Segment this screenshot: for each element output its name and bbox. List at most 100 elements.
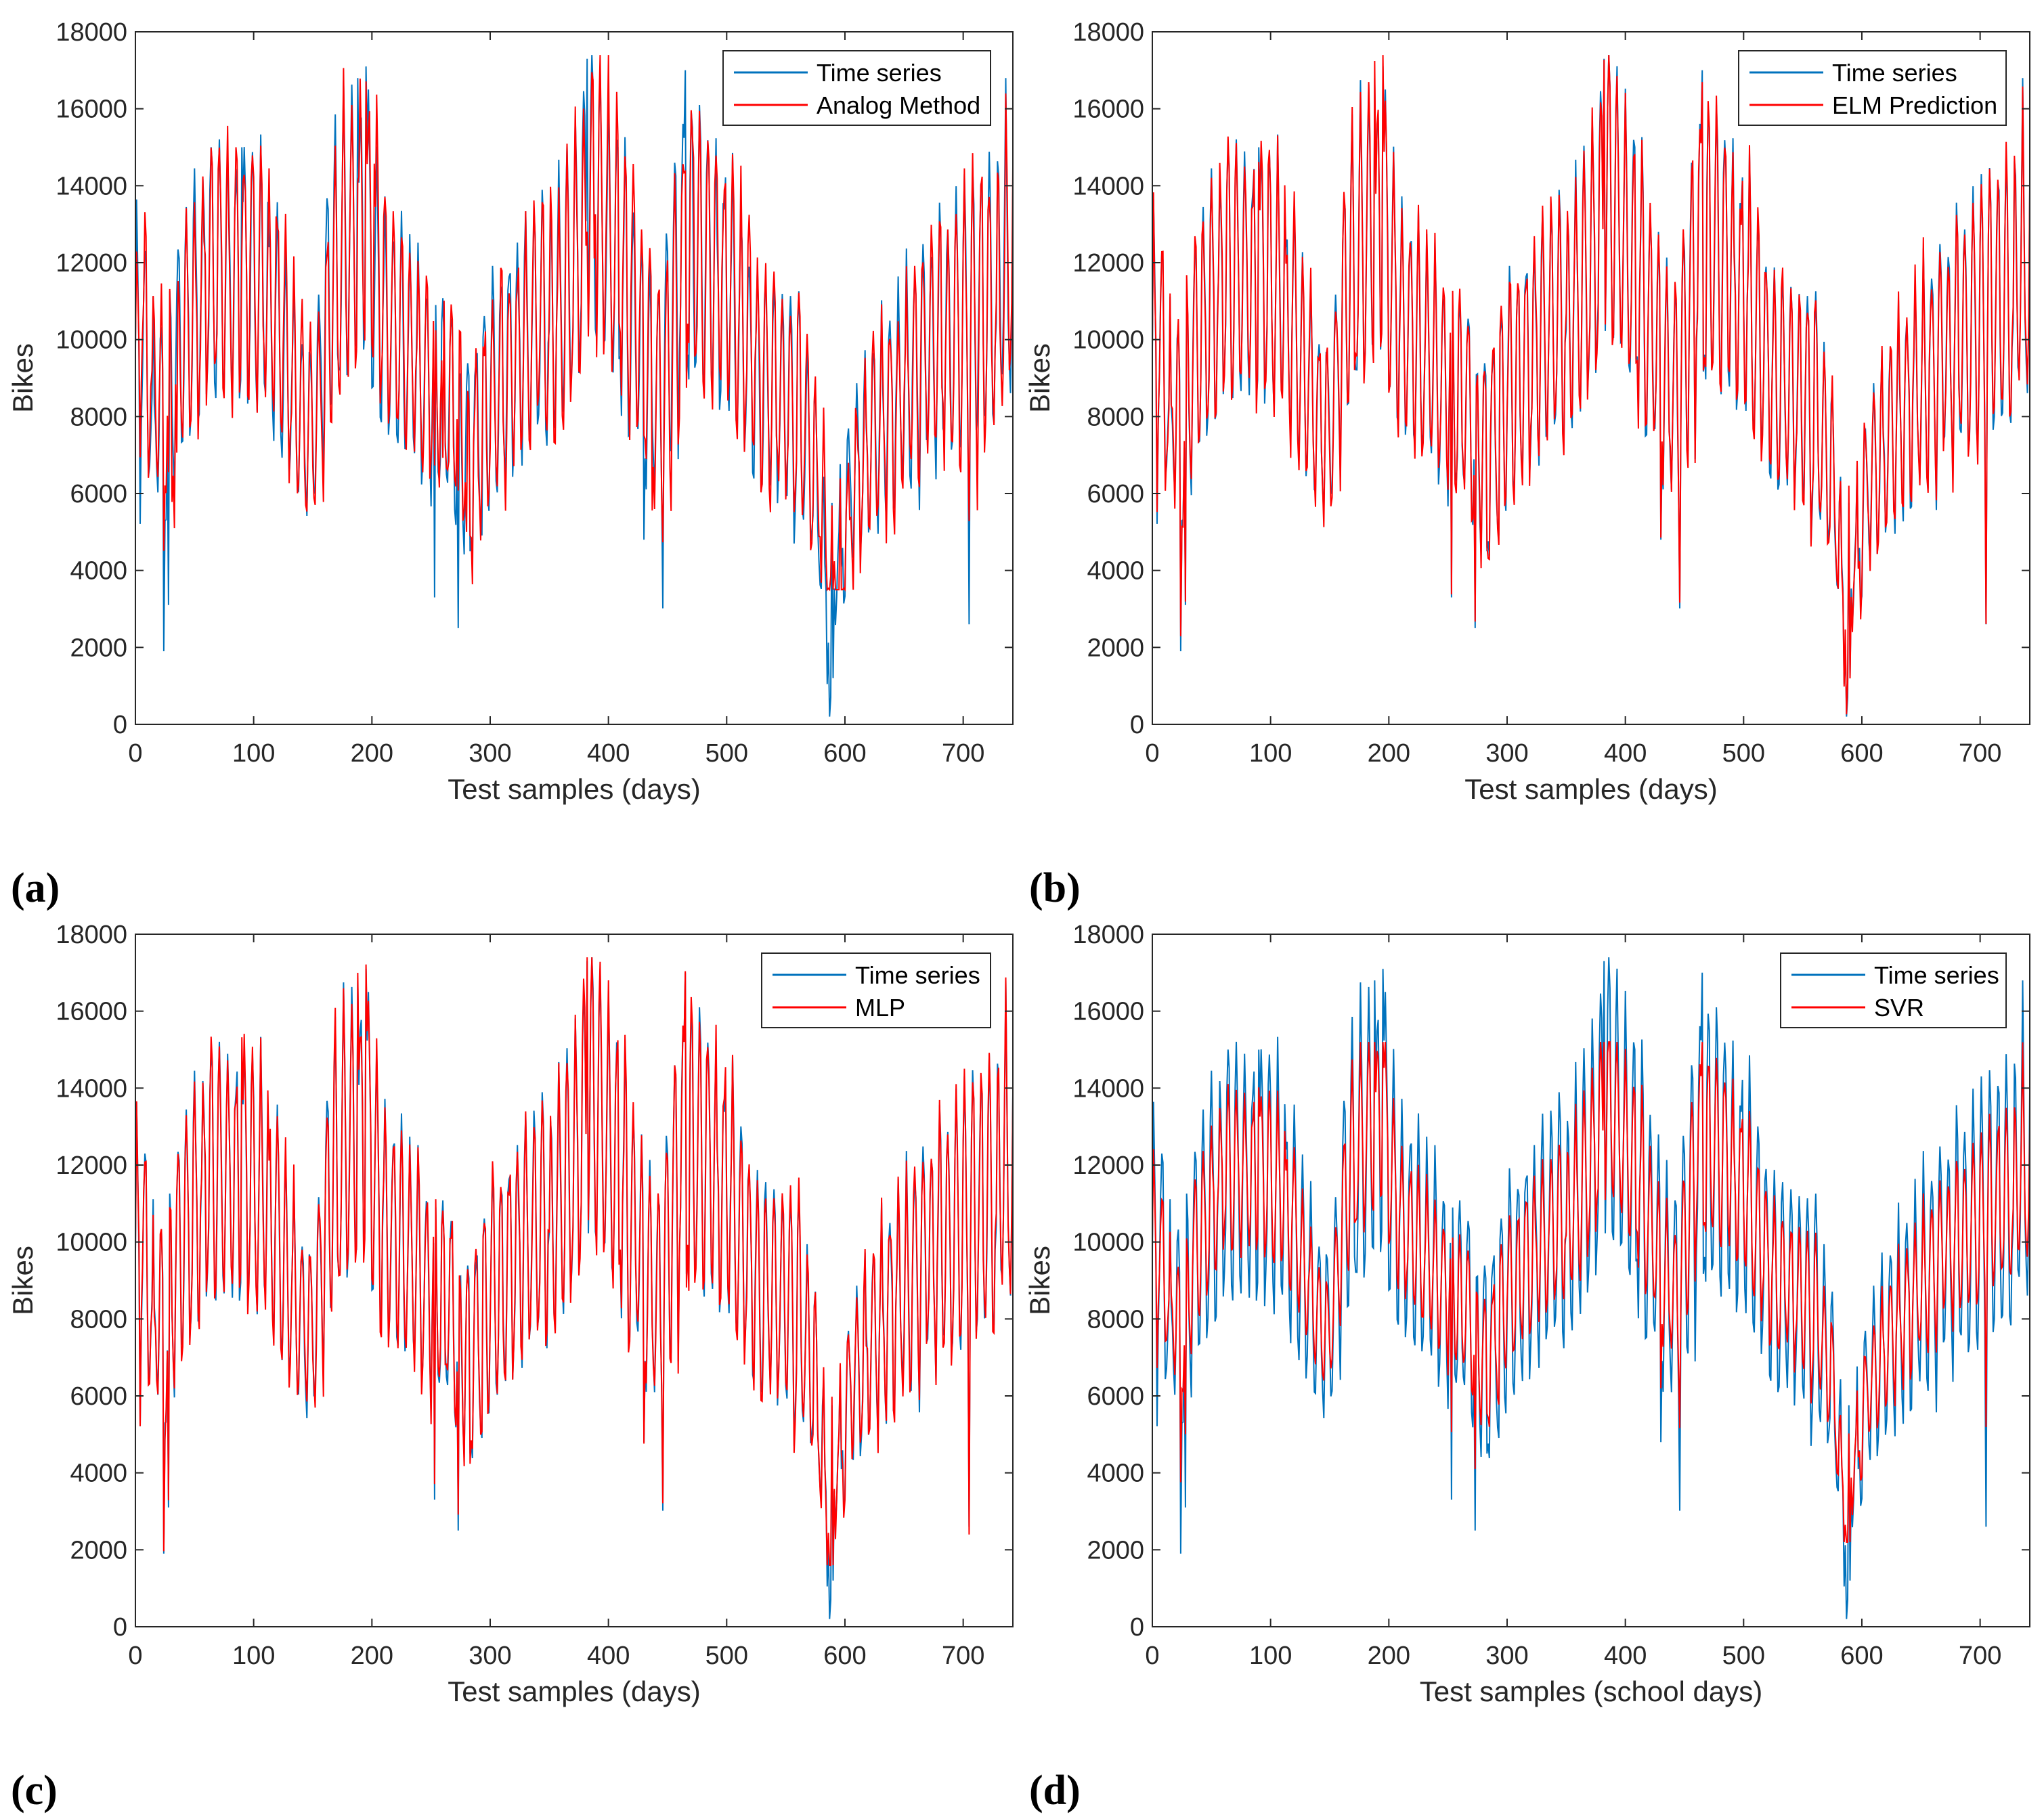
y-tick-label: 8000: [70, 403, 127, 431]
y-tick-label: 0: [1130, 711, 1144, 739]
legend-label: Time series: [1832, 59, 1957, 87]
y-tick-label: 10000: [56, 1229, 127, 1257]
axes-box: [135, 31, 1014, 725]
legend-box: [761, 952, 991, 1028]
y-tick-label: 12000: [56, 1152, 127, 1180]
x-tick-label: 300: [1485, 739, 1528, 768]
chart-panel: 0 100 200 300 400 500 600 700 0 2000 4000 6000 8000 1…: [7, 18, 1014, 911]
y-tick-label: 8000: [1087, 403, 1144, 431]
x-tick-label: 500: [1722, 739, 1765, 768]
x-tick-label: 600: [823, 1642, 866, 1670]
y-tick-label: 0: [113, 711, 127, 739]
x-axis-label: Test samples (days): [448, 1675, 700, 1707]
y-tick-label: 18000: [56, 921, 127, 949]
y-axis-label: Bikes: [1024, 343, 1056, 413]
y-tick-label: 0: [1130, 1613, 1144, 1642]
y-tick-label: 4000: [1087, 1460, 1144, 1488]
series-prediction-line: [135, 55, 1013, 592]
legend-box: [722, 50, 991, 126]
x-tick-label: 500: [1722, 1642, 1765, 1670]
y-tick-label: 16000: [56, 95, 127, 124]
x-tick-label: 700: [942, 739, 984, 768]
y-tick-label: 6000: [1087, 480, 1144, 508]
x-tick-label: 200: [351, 739, 393, 768]
x-tick-label: 0: [1145, 739, 1159, 768]
x-tick-label: 300: [1485, 1642, 1528, 1670]
panel-label: (b): [1029, 865, 1081, 911]
y-tick-label: 4000: [70, 1460, 127, 1488]
legend-label: ELM Prediction: [1832, 91, 1997, 119]
axes-box: [1152, 31, 2030, 725]
x-tick-label: 300: [469, 1642, 511, 1670]
panel-label: (c): [11, 1768, 58, 1814]
x-tick-label: 100: [1249, 739, 1292, 768]
legend-label: Time series: [817, 59, 942, 87]
x-tick-label: 400: [587, 1642, 630, 1670]
legend-label: Time series: [855, 961, 980, 989]
legend-label: MLP: [855, 994, 905, 1022]
x-tick-label: 200: [351, 1642, 393, 1670]
y-tick-label: 6000: [70, 480, 127, 508]
y-tick-label: 18000: [56, 18, 127, 47]
x-tick-label: 600: [1840, 1642, 1883, 1670]
x-tick-label: 500: [705, 739, 748, 768]
y-tick-label: 2000: [70, 1536, 127, 1564]
x-tick-label: 200: [1368, 739, 1410, 768]
x-tick-label: 500: [705, 1642, 748, 1670]
chart-panel: 0 100 200 300 400 500 600 700 0 2000 4000 6000 8000 1…: [7, 921, 1014, 1814]
series-prediction-line: [135, 957, 1013, 1566]
y-tick-label: 14000: [1072, 172, 1144, 200]
y-axis-label: Bikes: [7, 343, 39, 413]
y-tick-label: 4000: [70, 557, 127, 586]
y-tick-label: 16000: [56, 998, 127, 1026]
axes-box: [135, 934, 1014, 1627]
y-axis-label: Bikes: [7, 1246, 39, 1315]
y-tick-label: 8000: [70, 1305, 127, 1334]
x-tick-label: 600: [1840, 739, 1883, 768]
plot-area: [1152, 934, 2030, 1627]
y-axis-label: Bikes: [1024, 1246, 1056, 1315]
x-tick-label: 300: [469, 739, 511, 768]
y-tick-label: 2000: [1087, 634, 1144, 662]
x-tick-label: 100: [232, 739, 275, 768]
y-tick-label: 8000: [1087, 1305, 1144, 1334]
y-tick-label: 12000: [1072, 1152, 1144, 1180]
x-tick-label: 700: [942, 1642, 984, 1670]
y-tick-label: 14000: [56, 1074, 127, 1103]
y-tick-label: 18000: [1072, 921, 1144, 949]
x-tick-label: 0: [128, 1642, 142, 1670]
plot-area: [135, 934, 1013, 1627]
y-tick-label: 14000: [56, 172, 127, 200]
series-prediction-line: [1152, 55, 2030, 715]
x-tick-label: 400: [1604, 739, 1647, 768]
legend-label: Time series: [1874, 961, 1999, 989]
y-tick-label: 2000: [1087, 1536, 1144, 1564]
y-tick-label: 16000: [1072, 95, 1144, 124]
x-tick-label: 100: [1249, 1642, 1292, 1670]
y-tick-label: 0: [113, 1613, 127, 1642]
axes-box: [1152, 934, 2030, 1627]
x-tick-label: 0: [1145, 1642, 1159, 1670]
chart-panel: 0 100 200 300 400 500 600 700 0 2000 4000 6000 8000 1…: [1024, 921, 2030, 1814]
x-axis-label: Test samples (days): [1464, 773, 1717, 805]
y-tick-label: 4000: [1087, 557, 1144, 586]
x-tick-label: 100: [232, 1642, 275, 1670]
legend-box: [1780, 952, 2007, 1028]
y-tick-label: 6000: [70, 1382, 127, 1411]
y-tick-label: 6000: [1087, 1382, 1144, 1411]
x-tick-label: 0: [128, 739, 142, 768]
y-tick-label: 18000: [1072, 18, 1144, 47]
chart-panel: 0 100 200 300 400 500 600 700 0 2000 4000 6000 8000 1…: [1024, 18, 2030, 911]
y-tick-label: 10000: [1072, 326, 1144, 355]
series-prediction-line: [1152, 1041, 2030, 1543]
x-tick-label: 700: [1959, 1642, 2001, 1670]
x-tick-label: 600: [823, 739, 866, 768]
y-tick-label: 14000: [1072, 1074, 1144, 1103]
panel-label: (d): [1029, 1768, 1081, 1814]
x-axis-label: Test samples (school days): [1420, 1675, 1763, 1707]
x-tick-label: 200: [1368, 1642, 1410, 1670]
x-axis-label: Test samples (days): [448, 773, 700, 805]
panel-label: (a): [11, 865, 60, 911]
y-tick-label: 2000: [70, 634, 127, 662]
